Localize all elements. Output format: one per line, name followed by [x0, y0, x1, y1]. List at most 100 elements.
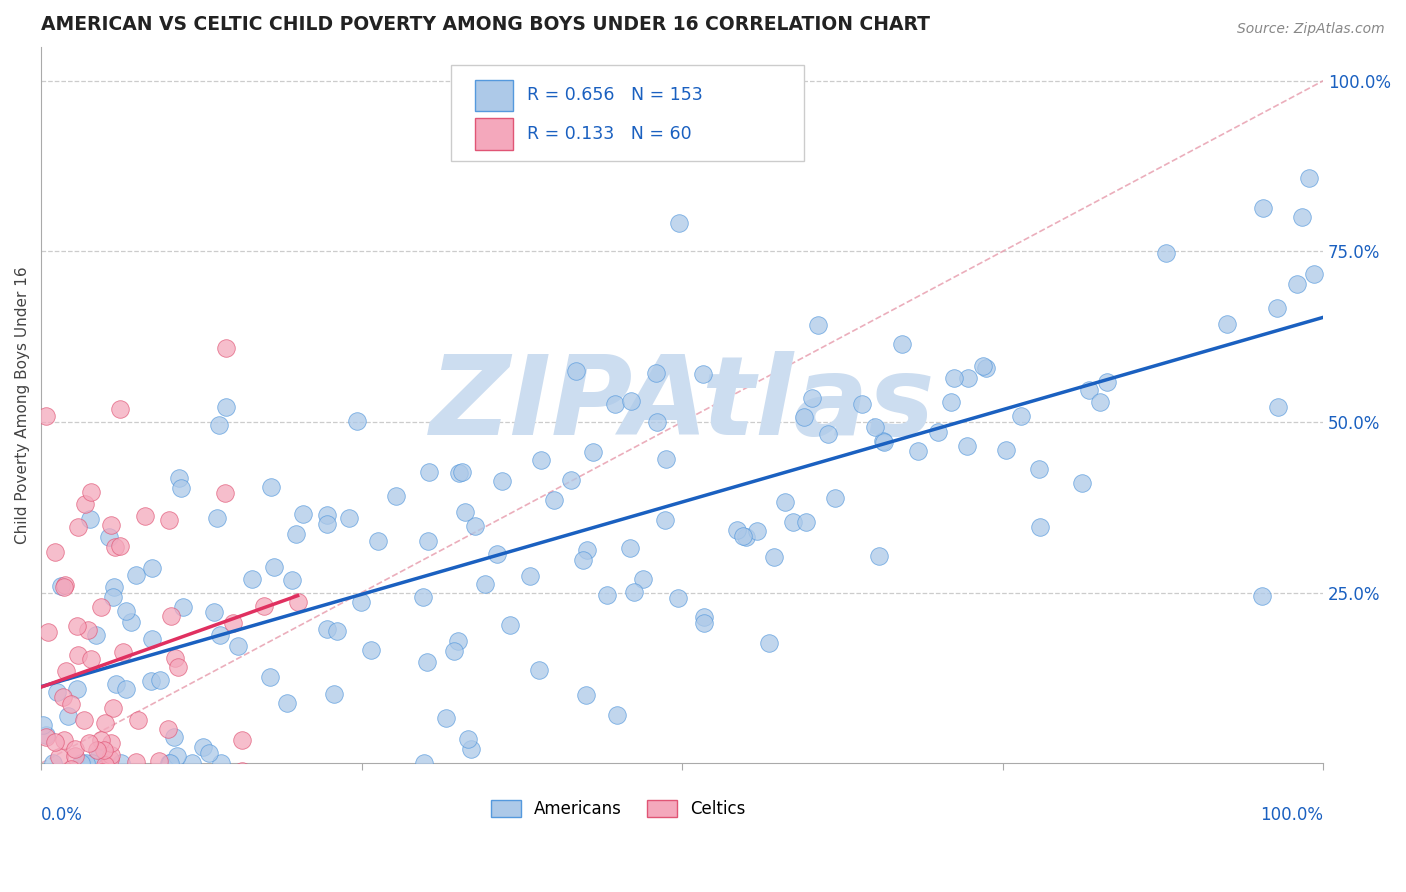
Point: [560, 473, 582, 487]
Text: R = 0.133   N = 60: R = 0.133 N = 60: [527, 125, 692, 143]
Point: [1303, 268, 1326, 282]
Point: [412, 756, 434, 771]
Point: [606, 707, 628, 722]
Point: [339, 511, 361, 525]
Point: [77, 623, 100, 637]
Point: [70, 756, 93, 771]
Point: [693, 616, 716, 631]
Point: [60, 698, 83, 712]
Text: ZIPAtlas: ZIPAtlas: [429, 351, 935, 458]
Point: [260, 480, 283, 494]
Point: [734, 530, 756, 544]
Point: [868, 549, 890, 563]
Point: [44, 545, 66, 559]
Point: [564, 364, 586, 378]
Point: [159, 756, 181, 771]
Point: [90, 733, 112, 747]
Point: [323, 687, 346, 701]
Point: [292, 507, 315, 521]
Point: [80, 484, 103, 499]
Point: [1154, 245, 1177, 260]
FancyBboxPatch shape: [451, 64, 804, 161]
Point: [163, 651, 186, 665]
Point: [55, 664, 77, 678]
Point: [485, 547, 508, 561]
Point: [287, 595, 309, 609]
Point: [782, 515, 804, 529]
Point: [873, 434, 896, 449]
Point: [181, 756, 204, 771]
Point: [668, 216, 690, 230]
Point: [110, 402, 132, 417]
Point: [226, 639, 249, 653]
Point: [170, 481, 193, 495]
Point: [543, 493, 565, 508]
Point: [72, 714, 94, 728]
Point: [281, 573, 304, 587]
Point: [1010, 409, 1032, 423]
Point: [350, 595, 373, 609]
Point: [1028, 462, 1050, 476]
Point: [360, 643, 382, 657]
Point: [70, 756, 93, 771]
Point: [93, 761, 115, 775]
FancyBboxPatch shape: [475, 79, 513, 112]
Point: [416, 533, 439, 548]
Point: [97, 530, 120, 544]
Point: [60, 763, 83, 777]
Point: [793, 409, 815, 424]
Point: [77, 736, 100, 750]
Point: [93, 743, 115, 757]
Point: [863, 420, 886, 434]
Point: [222, 616, 245, 631]
Point: [66, 619, 89, 633]
Point: [84, 628, 107, 642]
Point: [1251, 589, 1274, 603]
Point: [162, 731, 184, 745]
Point: [100, 736, 122, 750]
Point: [794, 515, 817, 529]
Point: [1285, 277, 1308, 292]
Point: [315, 517, 337, 532]
Point: [474, 577, 496, 591]
Point: [645, 415, 668, 429]
Point: [167, 471, 190, 485]
Point: [995, 443, 1018, 458]
Point: [974, 360, 997, 375]
Point: [346, 414, 368, 428]
Point: [112, 644, 135, 658]
Point: [253, 599, 276, 614]
Point: [52, 732, 75, 747]
Point: [464, 519, 486, 533]
Point: [654, 513, 676, 527]
Point: [125, 755, 148, 769]
Point: [231, 764, 253, 778]
Point: [80, 652, 103, 666]
Point: [384, 489, 406, 503]
Text: AMERICAN VS CELTIC CHILD POVERTY AMONG BOYS UNDER 16 CORRELATION CHART: AMERICAN VS CELTIC CHILD POVERTY AMONG B…: [41, 15, 931, 34]
Point: [285, 526, 308, 541]
Point: [87, 751, 110, 765]
Point: [1071, 475, 1094, 490]
Point: [209, 756, 232, 771]
Point: [48, 749, 70, 764]
Point: [725, 524, 748, 538]
Point: [775, 495, 797, 509]
Point: [215, 341, 238, 355]
Point: [215, 401, 238, 415]
Point: [37, 625, 59, 640]
Point: [108, 540, 131, 554]
Point: [101, 591, 124, 605]
Point: [666, 591, 689, 606]
Point: [44, 735, 66, 749]
Point: [907, 444, 929, 458]
Point: [53, 578, 76, 592]
Point: [125, 568, 148, 582]
Point: [104, 677, 127, 691]
Point: [326, 624, 349, 638]
Point: [801, 392, 824, 406]
Point: [157, 723, 180, 737]
Point: [115, 681, 138, 696]
Point: [654, 451, 676, 466]
Point: [762, 550, 785, 565]
